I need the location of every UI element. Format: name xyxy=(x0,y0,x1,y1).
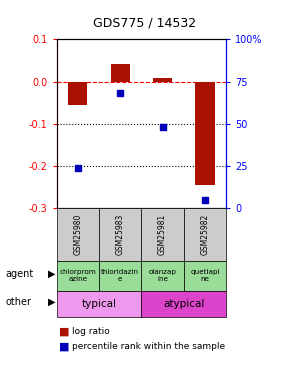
Text: thioridazin
e: thioridazin e xyxy=(101,269,139,282)
Text: GSM25982: GSM25982 xyxy=(200,214,209,255)
Text: GSM25981: GSM25981 xyxy=(158,214,167,255)
Bar xyxy=(110,64,130,82)
Point xyxy=(203,196,207,202)
Text: GDS775 / 14532: GDS775 / 14532 xyxy=(93,17,197,30)
Point xyxy=(160,124,165,130)
Text: ▶: ▶ xyxy=(48,297,55,307)
Text: typical: typical xyxy=(81,299,117,309)
Bar xyxy=(195,82,215,185)
Text: GSM25980: GSM25980 xyxy=(73,214,82,255)
Text: GSM25983: GSM25983 xyxy=(116,214,125,255)
Text: chlorprom
azine: chlorprom azine xyxy=(59,269,96,282)
Text: olanzap
ine: olanzap ine xyxy=(148,269,177,282)
Bar xyxy=(68,82,87,105)
Text: other: other xyxy=(6,297,32,307)
Point xyxy=(75,165,80,171)
Text: quetiapi
ne: quetiapi ne xyxy=(190,269,220,282)
Point xyxy=(118,90,122,96)
Text: ■: ■ xyxy=(59,342,70,352)
Bar xyxy=(153,78,172,82)
Text: ▶: ▶ xyxy=(48,269,55,279)
Text: ■: ■ xyxy=(59,327,70,337)
Text: atypical: atypical xyxy=(163,299,204,309)
Text: log ratio: log ratio xyxy=(72,327,110,336)
Text: agent: agent xyxy=(6,269,34,279)
Text: percentile rank within the sample: percentile rank within the sample xyxy=(72,342,226,351)
